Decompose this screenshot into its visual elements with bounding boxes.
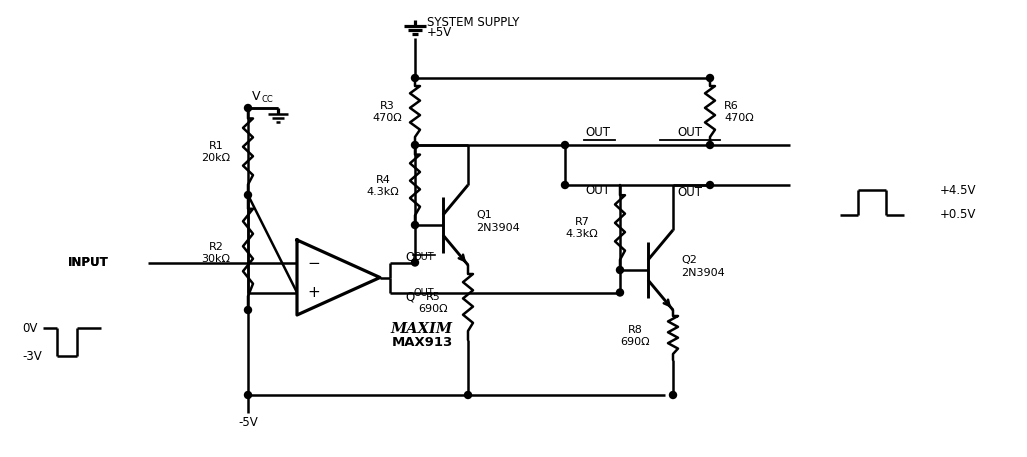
Text: -3V: -3V [22, 350, 42, 362]
Text: OUT: OUT [414, 251, 434, 261]
Text: R8: R8 [627, 325, 643, 335]
Text: R7: R7 [574, 217, 589, 227]
Text: 0V: 0V [22, 322, 37, 335]
Text: MAXIM: MAXIM [390, 322, 452, 336]
Text: 4.3kΩ: 4.3kΩ [367, 187, 400, 197]
Circle shape [412, 142, 418, 149]
Circle shape [707, 74, 714, 81]
Text: +: + [308, 285, 320, 300]
Circle shape [707, 142, 714, 149]
Text: INPUT: INPUT [68, 256, 109, 269]
Text: 470Ω: 470Ω [724, 113, 754, 123]
Text: 4.3kΩ: 4.3kΩ [566, 229, 599, 239]
Text: OUT: OUT [585, 127, 610, 139]
Text: OUT: OUT [585, 184, 610, 197]
Text: MAX913: MAX913 [392, 336, 453, 350]
Circle shape [244, 307, 252, 314]
Text: +0.5V: +0.5V [940, 208, 977, 222]
Text: Q: Q [405, 291, 414, 304]
Circle shape [562, 142, 569, 149]
Text: CC: CC [261, 95, 273, 103]
Text: +4.5V: +4.5V [940, 184, 977, 197]
Text: Q2: Q2 [681, 255, 697, 265]
Text: R6: R6 [724, 101, 738, 111]
Text: V: V [252, 90, 261, 102]
Circle shape [707, 181, 714, 188]
Text: R4: R4 [376, 175, 390, 185]
Circle shape [616, 266, 623, 273]
Text: OUT: OUT [414, 287, 434, 298]
Text: R1: R1 [208, 141, 224, 151]
Text: R5: R5 [425, 292, 441, 302]
Text: 30kΩ: 30kΩ [201, 254, 230, 264]
Circle shape [412, 222, 418, 228]
Text: 470Ω: 470Ω [372, 113, 402, 123]
Text: +5V: +5V [427, 27, 452, 39]
Text: R3: R3 [380, 101, 394, 111]
Circle shape [244, 105, 252, 112]
Text: Q: Q [405, 250, 414, 263]
Text: 2N3904: 2N3904 [681, 268, 725, 278]
Circle shape [562, 181, 569, 188]
Text: Q1: Q1 [476, 210, 492, 220]
Circle shape [670, 392, 677, 399]
Text: OUT: OUT [678, 186, 702, 200]
Text: 690Ω: 690Ω [620, 337, 650, 347]
Circle shape [616, 289, 623, 296]
Text: −: − [308, 256, 320, 271]
Text: -5V: -5V [238, 416, 258, 430]
Text: SYSTEM SUPPLY: SYSTEM SUPPLY [427, 16, 520, 30]
Text: OUT: OUT [678, 127, 702, 139]
Text: INPUT: INPUT [68, 256, 109, 269]
Text: 20kΩ: 20kΩ [201, 153, 231, 163]
Circle shape [412, 259, 418, 266]
Circle shape [412, 74, 418, 81]
Text: 2N3904: 2N3904 [476, 223, 520, 233]
Circle shape [244, 191, 252, 198]
Text: 690Ω: 690Ω [418, 304, 448, 314]
Text: R2: R2 [208, 242, 224, 252]
Circle shape [464, 392, 471, 399]
Circle shape [244, 392, 252, 399]
